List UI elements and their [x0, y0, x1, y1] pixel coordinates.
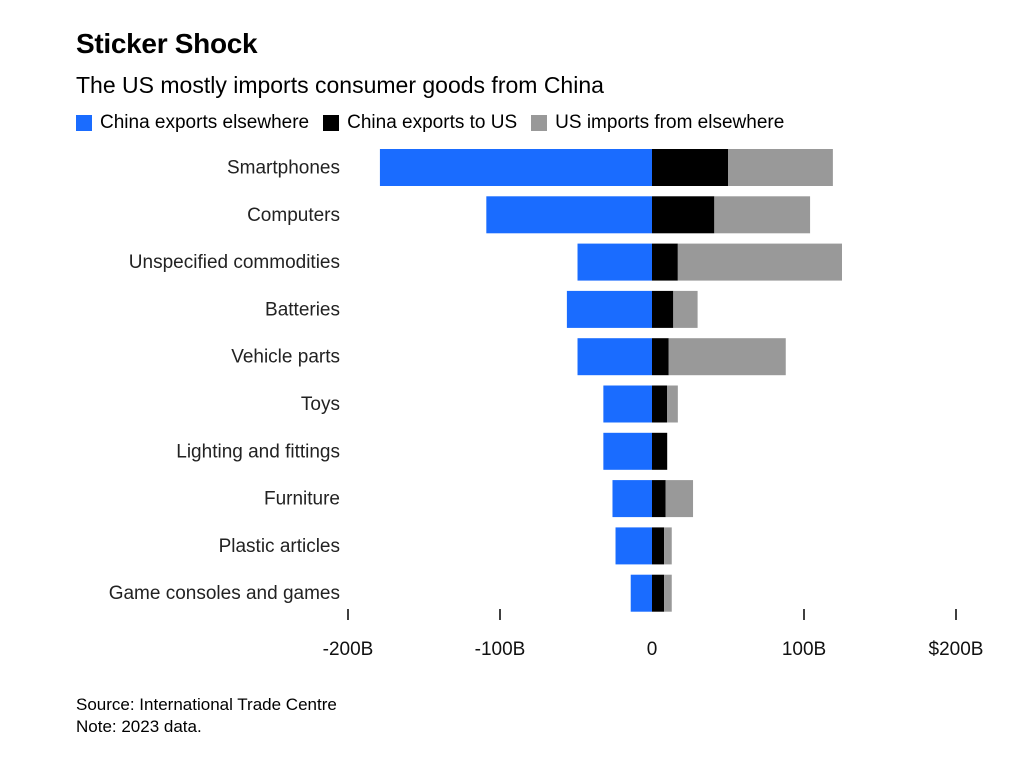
- chart-title: Sticker Shock: [76, 28, 258, 59]
- x-tick-label: -100B: [475, 639, 526, 660]
- bar-china-exports-elsewhere: [612, 480, 652, 518]
- bar-us-imports-elsewhere: [665, 480, 694, 518]
- bar-us-imports-elsewhere: [664, 527, 672, 565]
- bar-china-exports-to-us: [652, 243, 678, 281]
- chart-subtitle: The US mostly imports consumer goods fro…: [76, 72, 604, 98]
- legend-item-china-to-us: China exports to US: [323, 112, 517, 134]
- bar-china-exports-to-us: [652, 196, 715, 234]
- x-tick-label: -200B: [323, 639, 374, 660]
- bar-china-exports-to-us: [652, 149, 728, 186]
- legend-swatch-black: [323, 115, 340, 131]
- category-label-batteries: Batteries: [265, 299, 340, 320]
- legend-label: US imports from elsewhere: [555, 112, 785, 133]
- bar-china-exports-elsewhere: [566, 290, 652, 328]
- bar-china-exports-to-us: [652, 385, 668, 423]
- bar-china-exports-elsewhere: [486, 196, 652, 234]
- x-tick-label: 100B: [782, 639, 826, 660]
- category-label-smartphones: Smartphones: [227, 158, 340, 179]
- bar-china-exports-to-us: [652, 290, 674, 328]
- bar-china-exports-elsewhere: [603, 385, 652, 423]
- bar-china-exports-to-us: [652, 574, 665, 612]
- legend-swatch-gray: [531, 115, 548, 131]
- bar-china-exports-elsewhere: [577, 338, 652, 376]
- legend-swatch-blue: [76, 115, 92, 131]
- bar-us-imports-elsewhere: [728, 149, 833, 186]
- bar-china-exports-elsewhere: [379, 149, 652, 186]
- x-tick-label: 0: [647, 639, 658, 660]
- chart-footer: Source: International Trade Centre Note:…: [76, 694, 337, 738]
- category-label-toys: Toys: [301, 394, 340, 415]
- bar-china-exports-to-us: [652, 480, 666, 518]
- category-label-lighting-and-fittings: Lighting and fittings: [176, 441, 340, 462]
- bar-china-exports-to-us: [652, 338, 669, 376]
- data-note: Note: 2023 data.: [76, 717, 202, 736]
- category-label-furniture: Furniture: [264, 489, 340, 510]
- bar-china-exports-elsewhere: [577, 243, 652, 281]
- bar-us-imports-elsewhere: [668, 338, 786, 376]
- bar-us-imports-elsewhere: [677, 243, 842, 281]
- bar-us-imports-elsewhere: [714, 196, 811, 234]
- bar-us-imports-elsewhere: [673, 290, 698, 328]
- category-label-vehicle-parts: Vehicle parts: [231, 347, 340, 368]
- source-note: Source: International Trade Centre: [76, 695, 337, 714]
- category-label-game-consoles-and-games: Game consoles and games: [109, 583, 340, 604]
- bar-china-exports-elsewhere: [630, 574, 652, 612]
- x-tick-label: $200B: [929, 639, 984, 660]
- chart-legend: China exports elsewhere China exports to…: [76, 112, 798, 134]
- legend-item-china-elsewhere: China exports elsewhere: [76, 112, 309, 134]
- category-label-plastic-articles: Plastic articles: [219, 536, 340, 557]
- legend-label: China exports to US: [347, 112, 518, 133]
- legend-label: China exports elsewhere: [100, 112, 310, 133]
- bar-china-exports-elsewhere: [615, 527, 652, 565]
- bar-us-imports-elsewhere: [664, 574, 672, 612]
- bar-china-exports-to-us: [652, 527, 665, 565]
- bar-china-exports-elsewhere: [603, 432, 652, 470]
- legend-item-us-elsewhere: US imports from elsewhere: [531, 112, 784, 134]
- bar-china-exports-to-us: [652, 432, 668, 470]
- category-label-unspecified-commodities: Unspecified commodities: [129, 252, 340, 273]
- bar-us-imports-elsewhere: [667, 385, 678, 423]
- category-label-computers: Computers: [247, 205, 340, 226]
